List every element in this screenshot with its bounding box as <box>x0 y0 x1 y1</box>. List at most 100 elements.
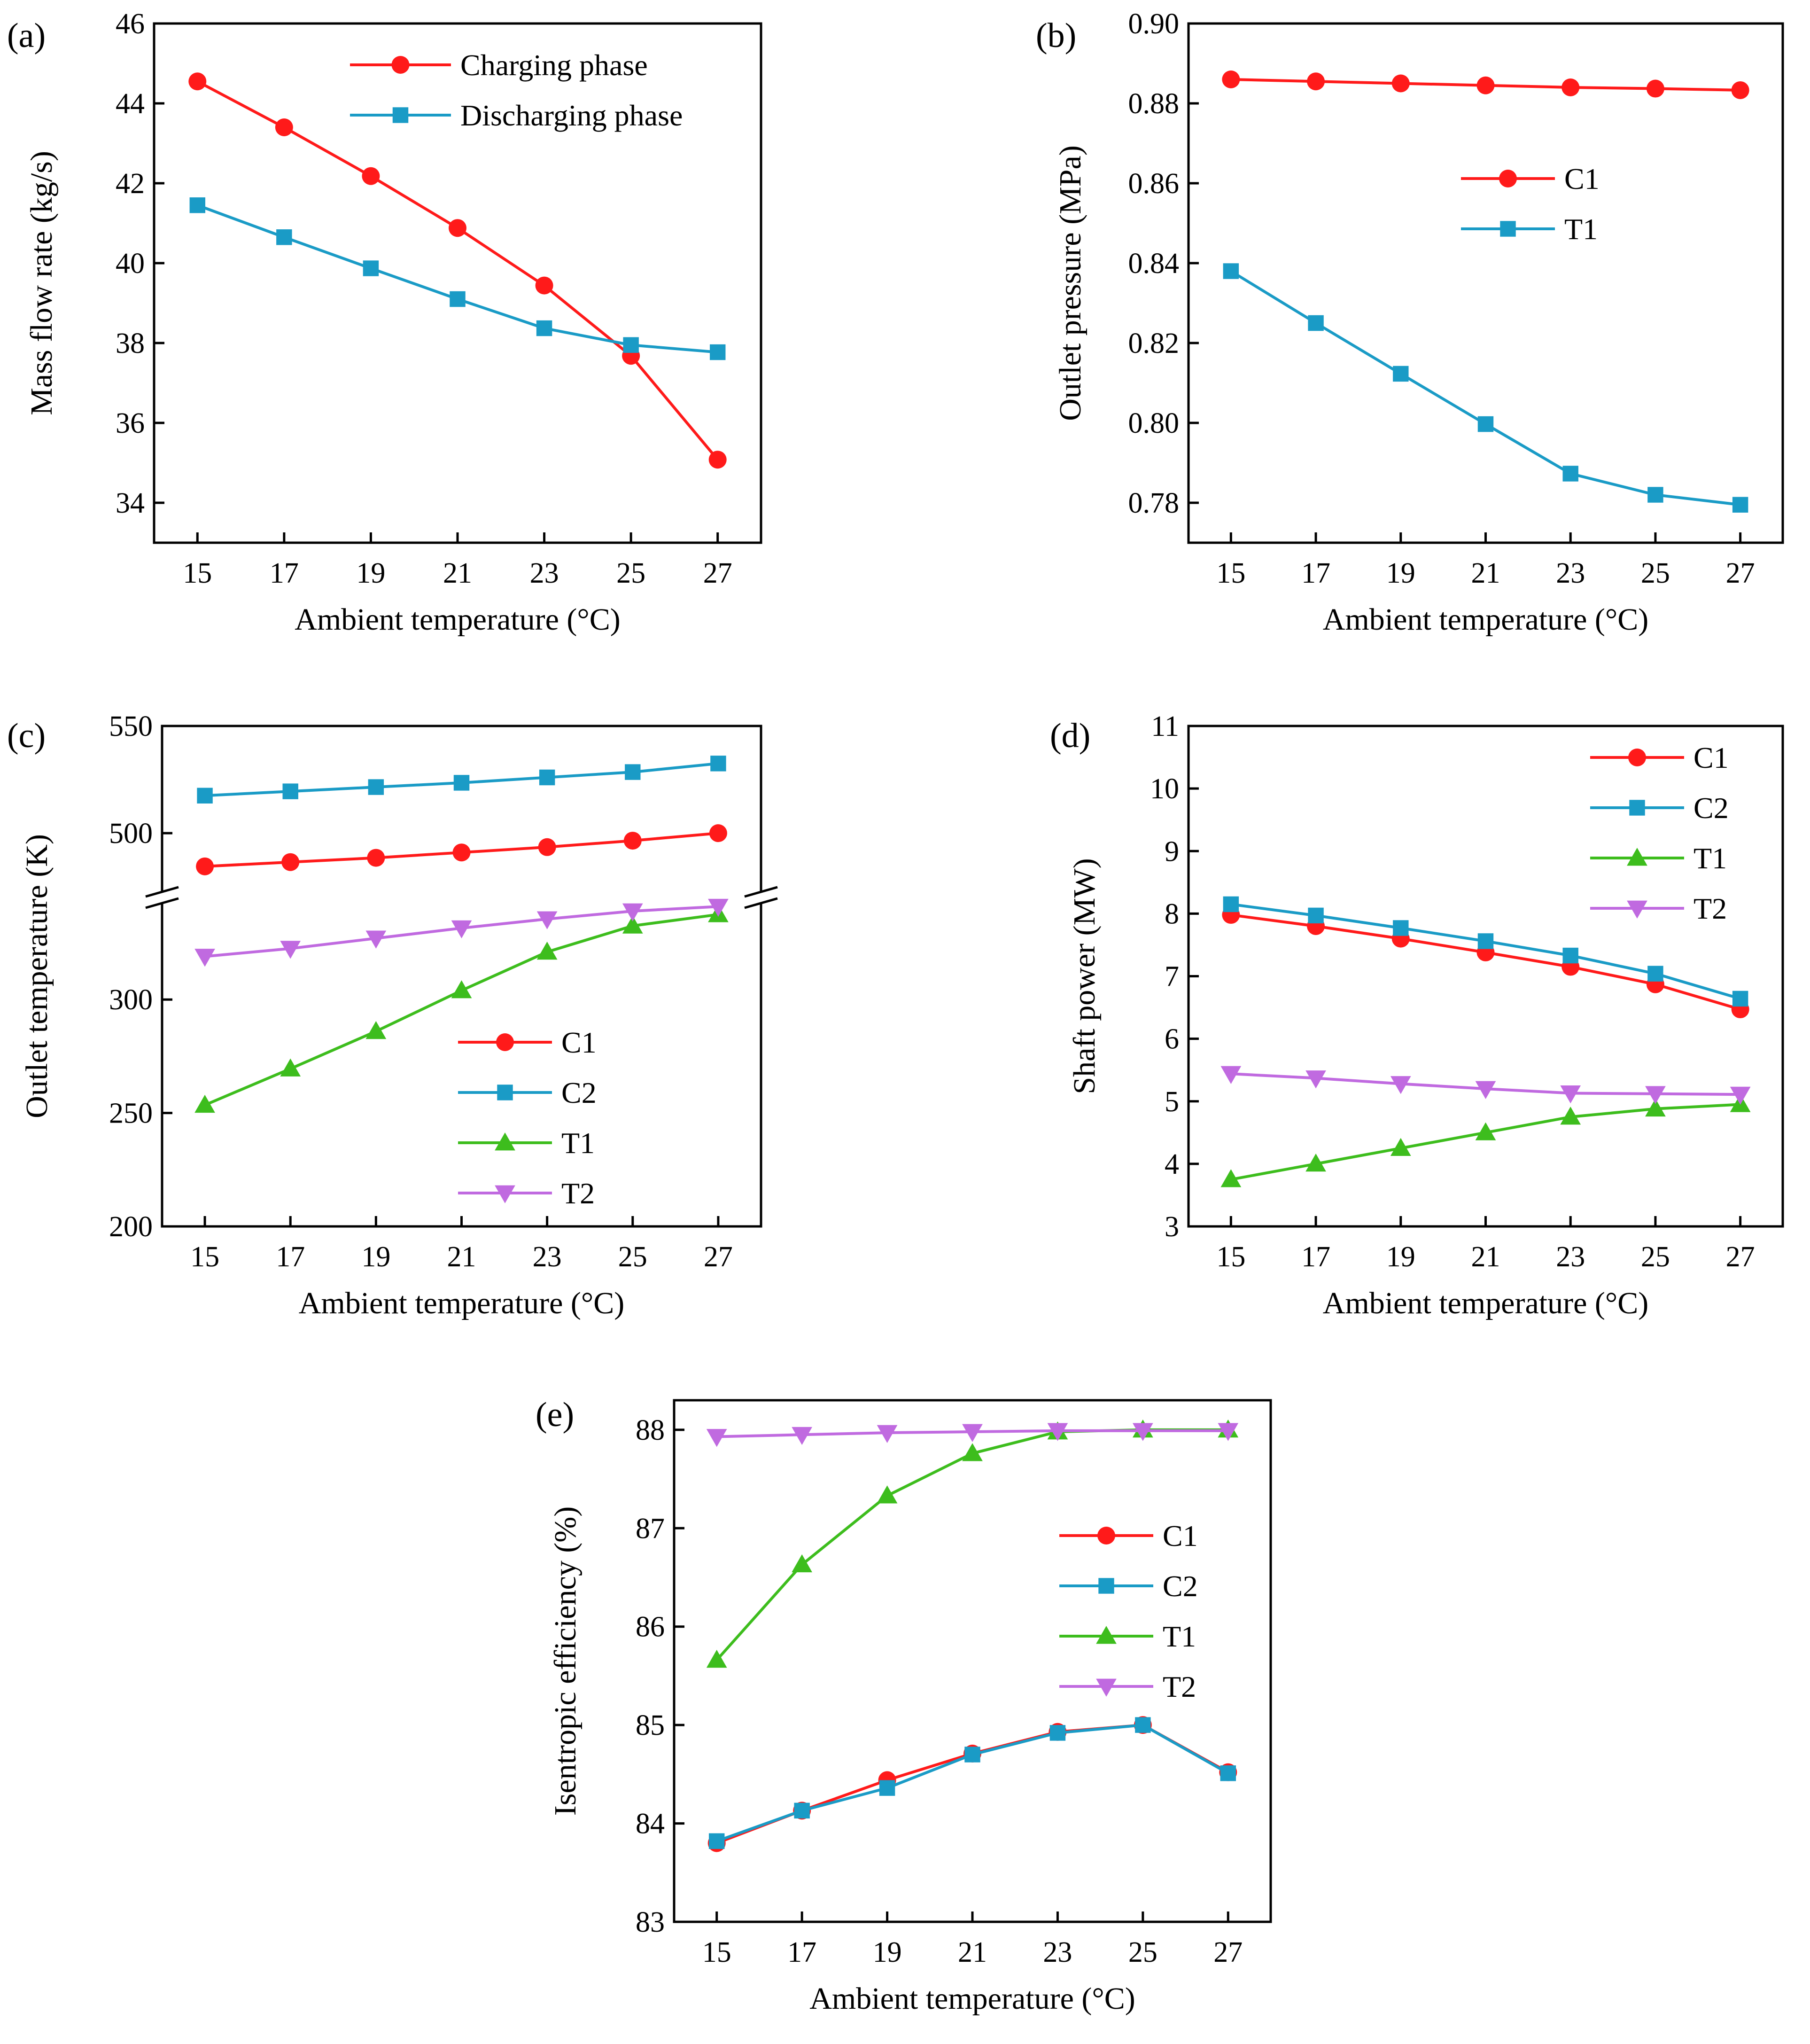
data-point <box>365 930 387 949</box>
data-point <box>709 824 727 843</box>
legend-label: Discharging phase <box>460 99 683 132</box>
legend-marker <box>1627 848 1647 866</box>
data-point <box>1133 1423 1153 1441</box>
legend-marker <box>1097 1527 1115 1545</box>
y-tick-label: 250 <box>109 1098 153 1130</box>
data-point <box>1730 1086 1751 1105</box>
y-tick-label: 44 <box>116 88 145 120</box>
plot-frame <box>673 1399 1272 1923</box>
panel-label: (a) <box>7 16 46 55</box>
x-tick-label: 23 <box>1043 1936 1072 1968</box>
data-point <box>1220 1169 1242 1187</box>
data-point <box>1477 933 1494 949</box>
data-point <box>877 1425 898 1443</box>
y-tick-label: 0.88 <box>1128 88 1180 120</box>
data-point <box>1223 896 1239 913</box>
data-point <box>1647 966 1663 982</box>
y-tick-label: 34 <box>116 487 145 519</box>
x-tick-label: 21 <box>1471 1241 1500 1273</box>
series-line-t1 <box>1230 270 1740 507</box>
data-point <box>708 451 727 469</box>
data-point <box>708 898 729 917</box>
plot-frame <box>1187 22 1784 544</box>
data-point <box>877 1485 898 1504</box>
data-point <box>194 949 215 967</box>
axis-break-mark-right <box>744 897 778 909</box>
legend-label: T2 <box>1163 1670 1196 1703</box>
x-tick-label: 21 <box>1471 557 1500 589</box>
x-tick-label: 23 <box>533 1241 562 1273</box>
series-line-c1 <box>1230 913 1741 1011</box>
data-point <box>1732 497 1748 513</box>
y-tick-label: 87 <box>636 1513 665 1545</box>
data-point <box>1222 70 1240 88</box>
legend-marker <box>1628 749 1646 766</box>
chart-panel-a: 34 36 38 40 42 44 46 15 17 19 21 23 25 27 Ambient temp… <box>7 8 762 637</box>
legend-marker <box>1629 800 1645 816</box>
y-tick-label: 10 <box>1150 773 1179 805</box>
y-tick-label: 86 <box>636 1611 665 1643</box>
y-tick-label: 0.82 <box>1128 328 1180 359</box>
data-point <box>792 1427 812 1445</box>
y-axis-title: Outlet temperature (K) <box>20 834 54 1118</box>
x-axis-title: Ambient temperature (°C) <box>809 1982 1135 2016</box>
data-point <box>1047 1423 1068 1441</box>
data-point <box>1223 263 1239 279</box>
data-point <box>189 197 206 213</box>
y-tick-label: 500 <box>109 818 153 850</box>
panel-label: (e) <box>536 1396 574 1434</box>
y-tick-label: 200 <box>109 1211 153 1243</box>
data-point <box>196 857 214 875</box>
data-point <box>1645 1086 1666 1104</box>
legend-label: C1 <box>1564 162 1600 195</box>
data-point <box>280 1058 301 1077</box>
data-point <box>450 291 466 307</box>
y-tick-label: 6 <box>1165 1023 1179 1055</box>
data-point <box>1560 1085 1581 1104</box>
x-axis-title: Ambient temperature (°C) <box>1323 1286 1648 1320</box>
data-point <box>536 942 558 960</box>
legend-label: T1 <box>1163 1620 1196 1653</box>
data-point <box>962 1424 983 1442</box>
data-point <box>1393 920 1409 936</box>
data-point <box>368 779 384 795</box>
series-line-t1 <box>715 1428 1228 1661</box>
data-point <box>964 1747 980 1763</box>
data-point <box>622 903 643 921</box>
legend-marker <box>1500 221 1516 237</box>
data-point <box>1305 1070 1326 1089</box>
y-axis-title: Isentropic efficiency (%) <box>548 1506 583 1816</box>
chart-panel-d: 3 4 5 6 7 8 9 10 11 15 17 19 21 23 25 27 Ambient tempera… <box>1050 710 1784 1320</box>
x-tick-label: 17 <box>270 557 299 589</box>
data-point <box>538 838 556 856</box>
data-point <box>1732 991 1748 1007</box>
axis-break-mark-left <box>145 897 179 909</box>
axis-break-mark-left <box>145 886 179 898</box>
data-point <box>536 320 552 336</box>
data-point <box>709 344 726 360</box>
data-point <box>1308 315 1324 331</box>
y-axis-title: Shaft power (MW) <box>1067 858 1102 1094</box>
x-tick-label: 25 <box>1641 557 1670 589</box>
x-tick-label: 21 <box>447 1241 476 1273</box>
legend-label: T1 <box>1693 842 1727 875</box>
x-tick-label: 27 <box>1726 1241 1755 1273</box>
data-point <box>1308 907 1324 924</box>
data-point <box>1477 416 1494 432</box>
x-tick-label: 27 <box>704 1241 733 1273</box>
data-point <box>1475 1122 1496 1140</box>
legend-marker <box>497 1084 513 1100</box>
x-tick-label: 19 <box>1386 1241 1415 1273</box>
y-tick-label: 40 <box>116 248 145 280</box>
data-point <box>1218 1423 1239 1441</box>
x-tick-label: 23 <box>1556 1241 1585 1273</box>
data-point <box>539 769 555 786</box>
panel-label: (c) <box>7 717 46 755</box>
data-point <box>622 915 643 934</box>
data-point <box>1476 76 1495 94</box>
data-point <box>794 1802 810 1819</box>
y-tick-label: 88 <box>636 1414 665 1446</box>
legend-marker <box>495 1132 515 1151</box>
x-tick-label: 19 <box>361 1241 390 1273</box>
